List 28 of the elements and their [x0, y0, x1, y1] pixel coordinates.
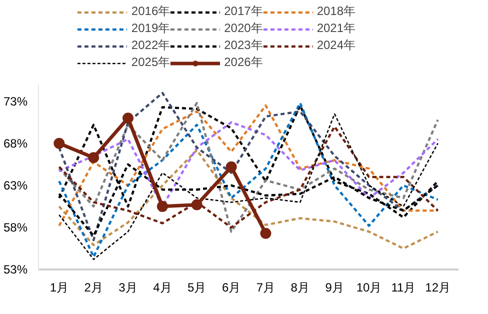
- x-tick-label: 5月: [188, 280, 206, 294]
- y-tick-label: 58%: [3, 220, 28, 234]
- legend-label: 2022年: [131, 37, 170, 54]
- x-tick-label: 3月: [118, 280, 138, 294]
- legend-label: 2023年: [224, 37, 263, 54]
- legend-label: 2016年: [131, 3, 170, 20]
- legend-label: 2025年: [131, 54, 170, 71]
- x-tick-label: 6月: [222, 280, 241, 294]
- y-tick-label: 68%: [3, 136, 28, 150]
- x-tick-label: 7月: [256, 280, 276, 294]
- y-tick-label: 63%: [3, 178, 28, 192]
- legend-label: 2018年: [316, 3, 356, 20]
- y-tick-label: 53%: [3, 262, 28, 276]
- x-tick-label: 8月: [290, 280, 310, 294]
- x-tick-label: 11月: [391, 280, 416, 294]
- x-tick-label: 2月: [84, 280, 103, 294]
- legend-label: 2019年: [131, 20, 170, 37]
- x-tick-label: 9月: [325, 280, 344, 294]
- x-tick-label: 4月: [153, 280, 172, 294]
- legend-label: 2017年: [224, 3, 263, 20]
- legend-label: 2024年: [316, 37, 356, 54]
- legend-label: 2021年: [316, 20, 356, 37]
- legend-label: 2020年: [224, 20, 263, 37]
- legend-label: 2026年: [224, 54, 263, 71]
- x-tick-label: 1月: [50, 280, 69, 294]
- x-tick-label: 12月: [425, 280, 451, 294]
- y-tick-label: 73%: [3, 94, 28, 108]
- x-tick-label: 10月: [356, 280, 382, 294]
